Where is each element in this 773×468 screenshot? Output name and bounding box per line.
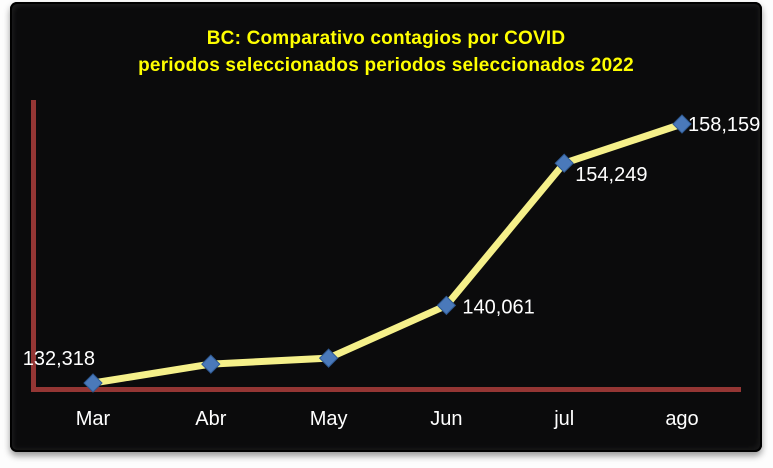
data-point-label: 132,318 (23, 348, 95, 370)
data-series-line (89, 120, 686, 387)
chart-title-block: BC: Comparativo contagios por COVID peri… (10, 25, 762, 79)
x-axis-label: Jun (430, 408, 462, 430)
data-point-marker (672, 114, 692, 134)
data-point-marker (554, 153, 574, 173)
data-point-label: 140,061 (462, 296, 534, 318)
x-axis-label: Abr (195, 408, 226, 430)
data-point-marker (83, 373, 103, 393)
data-point-label: 154,249 (575, 164, 647, 186)
chart-subtitle: periodos seleccionados periodos seleccio… (138, 55, 634, 76)
x-axis-label: May (310, 408, 348, 430)
x-axis-label: ago (665, 408, 698, 430)
x-axis-label: jul (553, 408, 574, 430)
x-axis-label: Mar (76, 408, 111, 430)
data-point-marker (201, 354, 221, 374)
data-point-label: 158,159 (688, 114, 760, 136)
x-axis-line (31, 387, 741, 392)
data-point-marker (318, 348, 339, 368)
data-point-marker (436, 295, 457, 316)
chart-title: BC: Comparativo contagios por COVID (206, 28, 566, 49)
y-axis-line (31, 100, 36, 392)
